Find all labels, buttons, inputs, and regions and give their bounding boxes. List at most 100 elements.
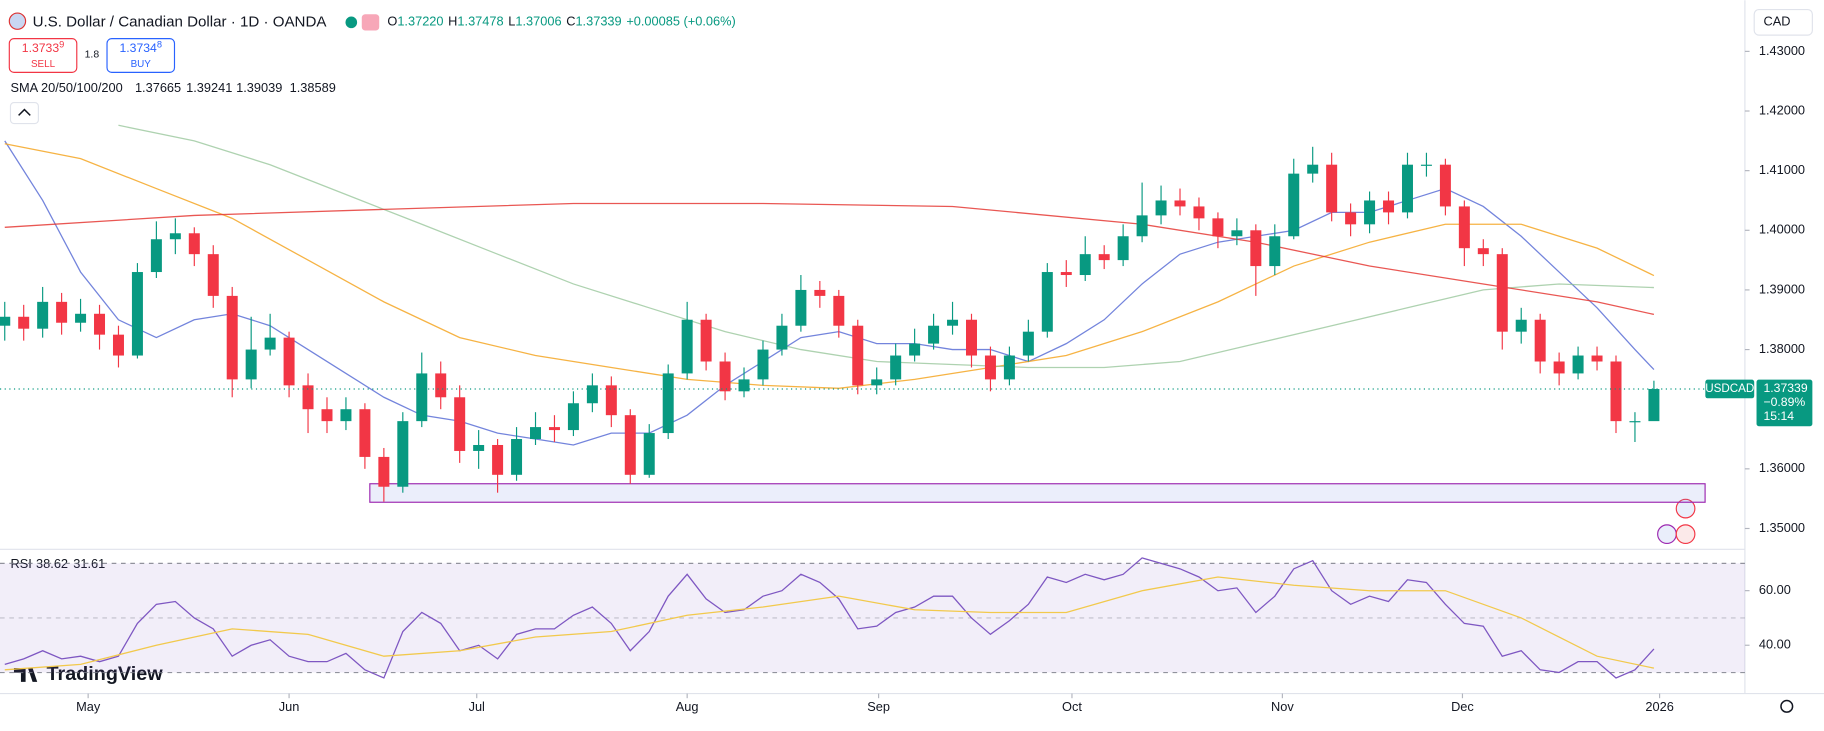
candle-body bbox=[1534, 319, 1546, 362]
candle-body bbox=[1003, 355, 1015, 380]
indicator-label[interactable]: SMA 20/50/100/200 bbox=[10, 80, 122, 95]
candle-body bbox=[188, 233, 200, 255]
ohlc-label: L bbox=[508, 14, 515, 29]
currency: CAD bbox=[1764, 14, 1791, 29]
y-tick-label: 1.40000 bbox=[1759, 222, 1805, 237]
buy-price-sup: 8 bbox=[157, 40, 162, 50]
symbol-tag bbox=[1705, 379, 1755, 399]
ohlc-value: 1.37220 bbox=[397, 14, 443, 29]
ohlc: O1.37220 H1.37478 L1.37006 C1.37339 +0.00085… bbox=[387, 14, 735, 29]
candle-body bbox=[359, 409, 371, 457]
rsi-value: 38.62 bbox=[36, 556, 68, 571]
symbol-tag-label: USDCAD bbox=[1705, 382, 1754, 395]
currency-button[interactable] bbox=[1753, 8, 1813, 36]
event-icon[interactable] bbox=[1675, 524, 1696, 545]
candle-body bbox=[1383, 200, 1395, 213]
event-icon[interactable] bbox=[1675, 498, 1696, 519]
candle-body bbox=[1345, 212, 1357, 225]
candle-body bbox=[1496, 254, 1508, 332]
ohlc-label: C bbox=[566, 14, 575, 29]
y-tick-label: 1.42000 bbox=[1759, 102, 1805, 117]
candle-body bbox=[435, 373, 447, 398]
candle-body bbox=[112, 334, 124, 356]
candle-body bbox=[245, 349, 257, 380]
y-tick-label: 60.00 bbox=[1759, 582, 1791, 597]
candle-body bbox=[928, 325, 940, 344]
candle-body bbox=[264, 337, 276, 350]
candle-body bbox=[226, 295, 238, 380]
support-zone bbox=[369, 483, 1706, 503]
candle-body bbox=[397, 421, 409, 487]
y-tick-label: 1.41000 bbox=[1759, 162, 1805, 177]
settings-icon[interactable] bbox=[1780, 699, 1794, 713]
candle-body bbox=[1364, 200, 1376, 225]
symbol-title[interactable]: U.S. Dollar / Canadian Dollar · 1D · OAN… bbox=[33, 13, 328, 30]
candle-body bbox=[283, 337, 295, 386]
candle-body bbox=[1648, 388, 1660, 422]
candle-body bbox=[738, 379, 750, 392]
x-tick-label: Sep bbox=[867, 699, 890, 714]
candle-body bbox=[169, 233, 181, 240]
symbol-icon bbox=[8, 12, 27, 30]
candle-body bbox=[871, 379, 883, 386]
candle-body bbox=[1610, 361, 1622, 422]
y-tick-label: 1.36000 bbox=[1759, 460, 1805, 475]
candle-body bbox=[1477, 248, 1489, 255]
candle-body bbox=[795, 289, 807, 326]
price-tag-change: −0.89% bbox=[1764, 395, 1806, 409]
candle-body bbox=[207, 254, 219, 296]
candle-body bbox=[1174, 200, 1186, 207]
candle-body bbox=[378, 456, 390, 487]
candle-body bbox=[776, 325, 788, 350]
ohlc-value: 1.37006 bbox=[515, 14, 561, 29]
event-icon[interactable] bbox=[1657, 524, 1677, 545]
candle-body bbox=[321, 409, 333, 422]
candle-body bbox=[75, 313, 87, 323]
rsi-ma-value: 31.61 bbox=[73, 556, 105, 571]
x-tick-label: Jul bbox=[469, 699, 485, 714]
ohlc-label: H bbox=[448, 14, 457, 29]
candle-body bbox=[1231, 230, 1243, 237]
sell-price-main: 1.3733 bbox=[22, 41, 60, 55]
buy-label: BUY bbox=[131, 59, 152, 70]
candle-body bbox=[492, 444, 504, 475]
candle-body bbox=[1212, 218, 1224, 237]
watermark[interactable]: TradingView bbox=[47, 663, 164, 685]
candle-body bbox=[511, 439, 523, 475]
candle-body bbox=[131, 272, 143, 356]
candle-body bbox=[18, 316, 30, 329]
ohlc-value: 1.37339 bbox=[575, 14, 621, 29]
candle-body bbox=[1439, 164, 1451, 207]
candle-body bbox=[1041, 272, 1053, 332]
sell-button[interactable] bbox=[8, 38, 78, 73]
candle-body bbox=[1458, 206, 1470, 249]
candle-body bbox=[984, 355, 996, 380]
candle-body bbox=[548, 427, 560, 431]
y-tick-label: 1.43000 bbox=[1759, 43, 1805, 58]
candle-body bbox=[1420, 164, 1432, 166]
buy-price-main: 1.3734 bbox=[120, 41, 158, 55]
candle-body bbox=[1572, 355, 1584, 374]
ohlc-label: O bbox=[387, 14, 397, 29]
candle-body bbox=[1079, 254, 1091, 276]
candle-body bbox=[454, 397, 466, 451]
candle-body bbox=[814, 289, 826, 296]
y-tick-label: 1.39000 bbox=[1759, 281, 1805, 296]
market-status[interactable] bbox=[345, 16, 358, 29]
price-tag bbox=[1756, 379, 1813, 427]
sell-price: 1.37339 bbox=[22, 40, 65, 55]
candle-body bbox=[94, 313, 106, 335]
y-tick-label: 1.35000 bbox=[1759, 520, 1805, 535]
collapse-button[interactable] bbox=[9, 102, 39, 125]
sma-value: 1.39241 bbox=[186, 80, 232, 95]
candle-body bbox=[37, 301, 49, 329]
candle-body bbox=[302, 385, 314, 410]
buy-button[interactable] bbox=[106, 38, 176, 73]
events-icon[interactable] bbox=[361, 14, 380, 31]
candle-body bbox=[662, 373, 674, 434]
sell-price-sup: 9 bbox=[59, 40, 64, 50]
candle-body bbox=[1098, 254, 1110, 261]
price-tag-value: 1.37339 bbox=[1764, 381, 1808, 395]
candle-body bbox=[1193, 206, 1205, 219]
